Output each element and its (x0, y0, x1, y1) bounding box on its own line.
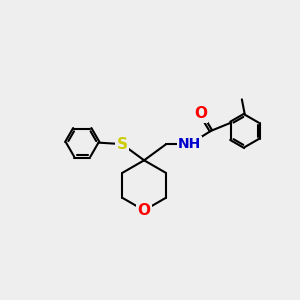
Text: NH: NH (178, 137, 201, 151)
Text: O: O (194, 106, 207, 121)
Text: S: S (116, 136, 128, 152)
Text: O: O (138, 203, 151, 218)
